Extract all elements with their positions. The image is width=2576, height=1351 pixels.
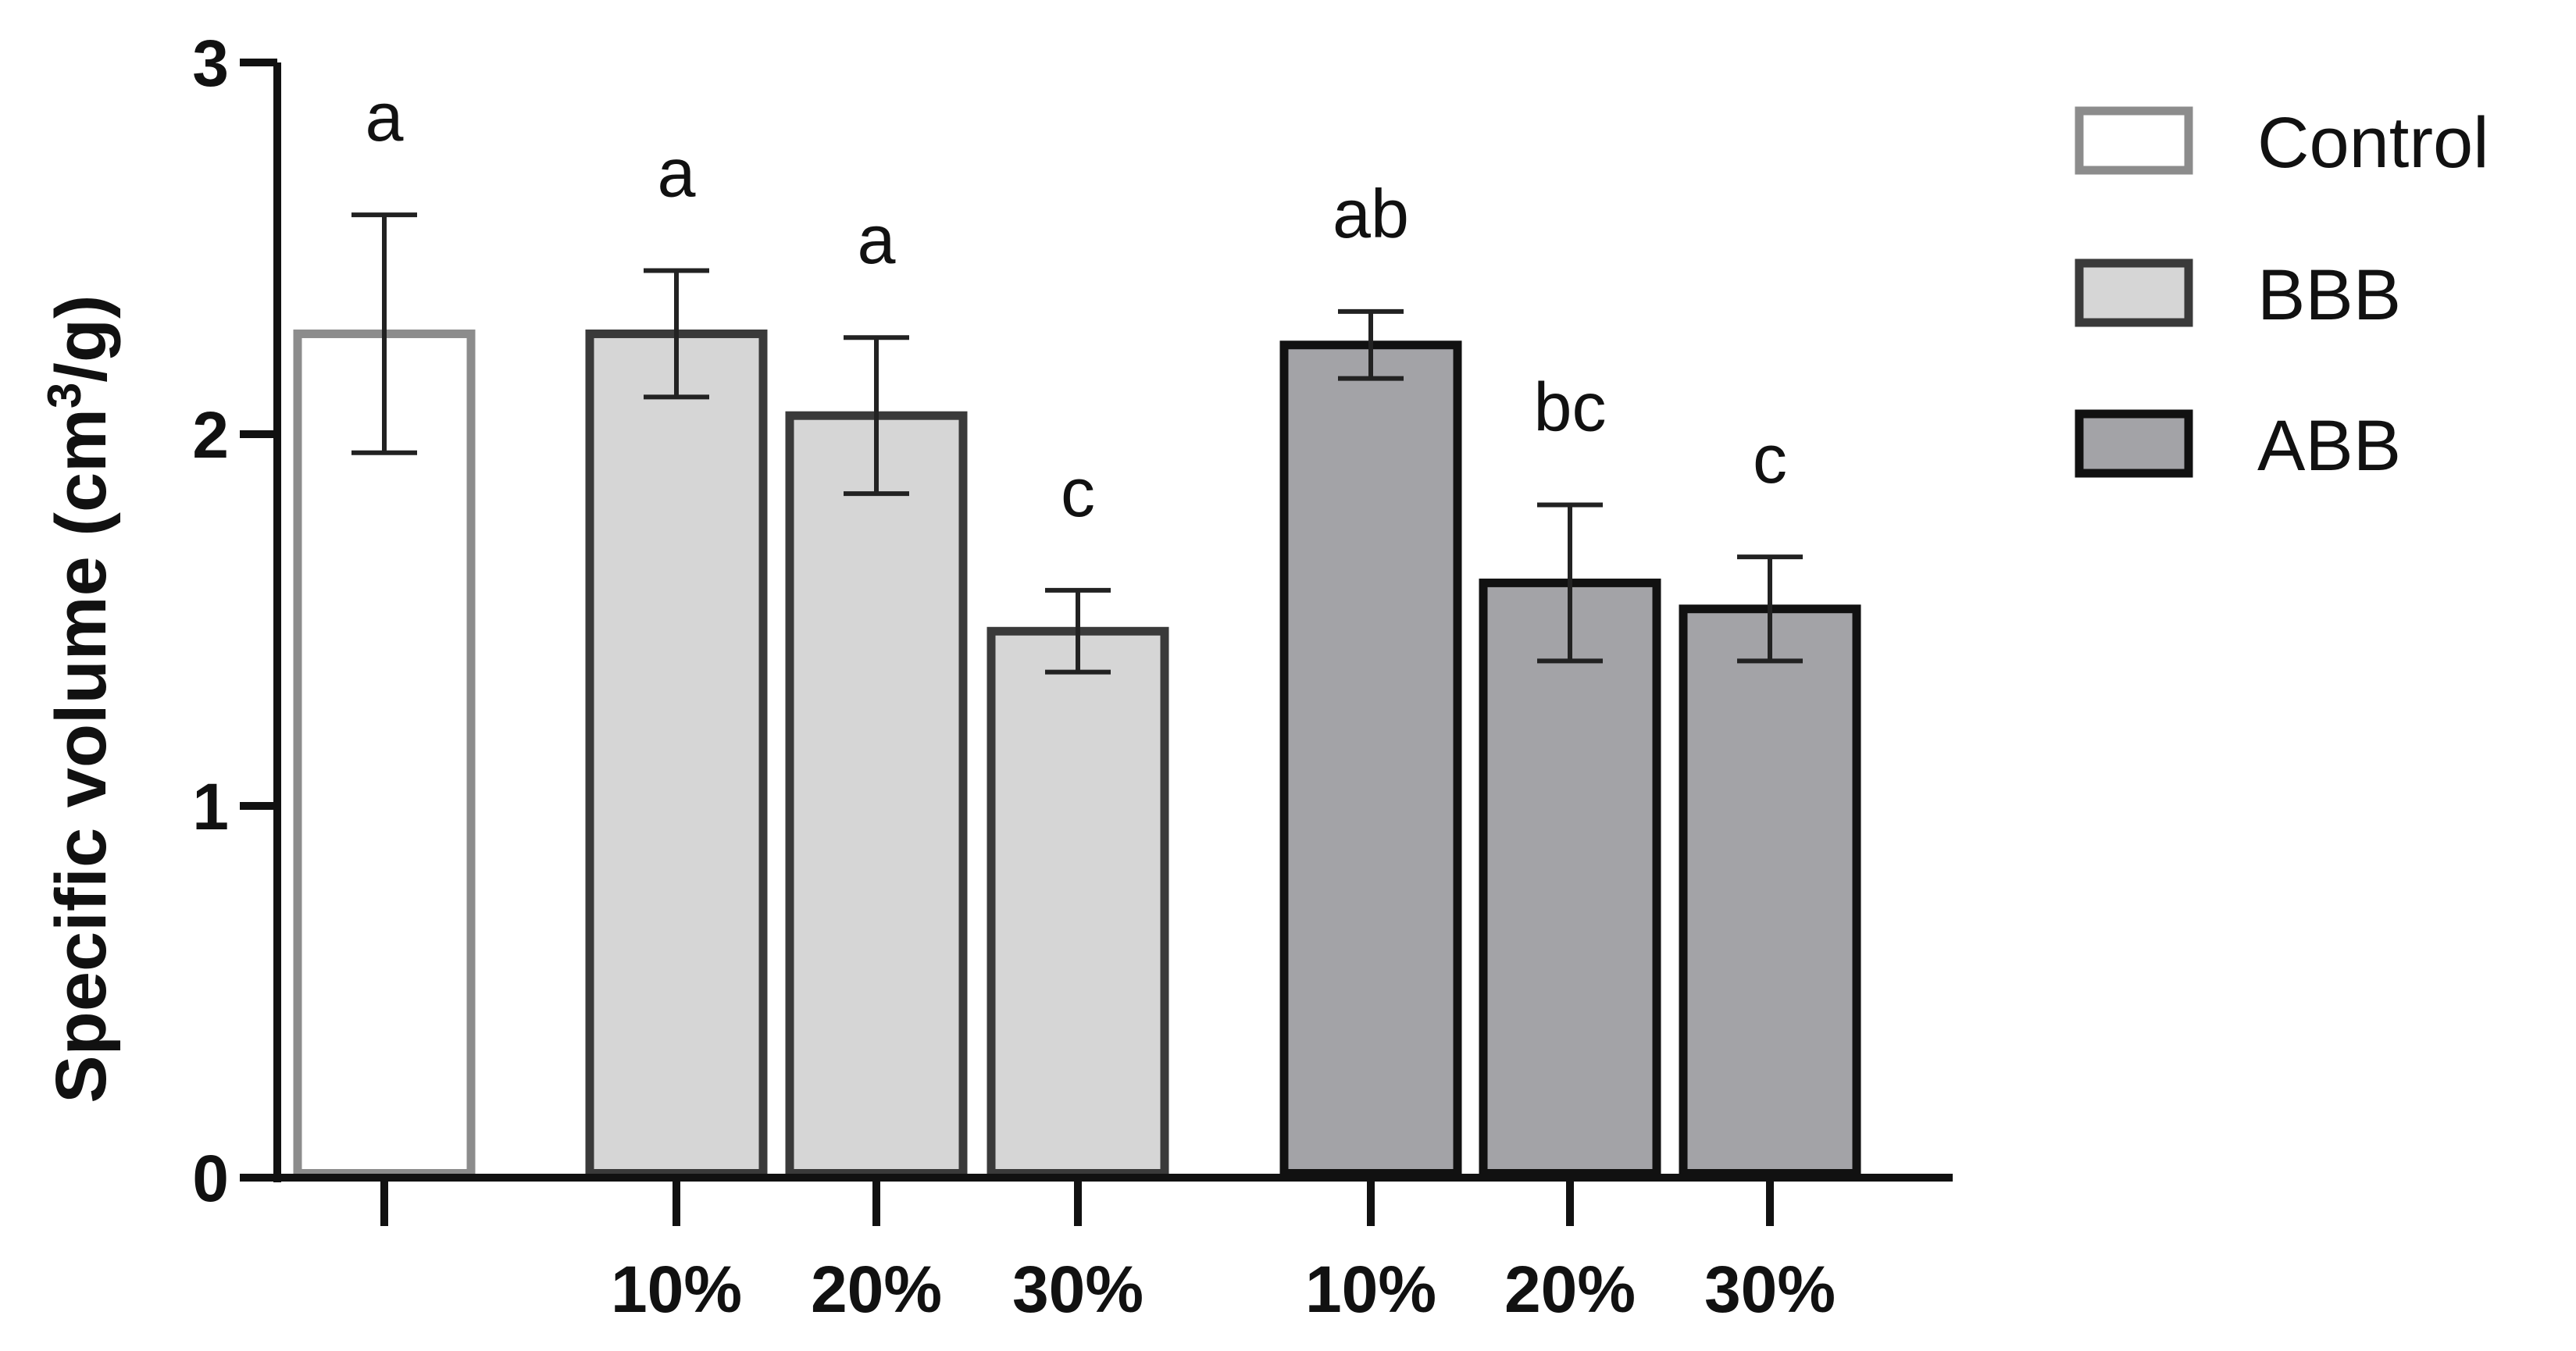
y-axis-label-prefix: Specific volume (cm (41, 408, 121, 1103)
significance-label: c (1753, 420, 1787, 497)
x-tick-label: 10% (1305, 1253, 1436, 1326)
legend: Control BBB ABB (2075, 103, 2489, 486)
legend-label: BBB (2257, 255, 2401, 335)
bar (785, 411, 968, 1178)
legend-swatch (2075, 409, 2193, 478)
y-axis-label: Specific volume (cm3/g) (38, 294, 121, 1103)
y-tick-label: 0 (192, 1142, 229, 1215)
bar (1479, 578, 1661, 1178)
x-tick-label: 30% (1704, 1253, 1836, 1326)
x-tick-label: 20% (1504, 1253, 1636, 1326)
legend-label: ABB (2257, 406, 2401, 486)
x-axis: 10% 20% 30% 10% 20% 30% (273, 1174, 1953, 1326)
bar (293, 329, 476, 1178)
significance-label: a (658, 134, 696, 212)
y-axis-label-superscript: 3 (38, 383, 91, 408)
bar (585, 329, 768, 1178)
plot-area: a a a c ab bc c (293, 78, 1861, 1178)
significance-label: ab (1333, 175, 1409, 252)
x-tick-label: 20% (811, 1253, 942, 1326)
significance-label: a (858, 201, 896, 278)
legend-swatch (2075, 258, 2193, 327)
significance-label: a (366, 78, 404, 155)
significance-label: c (1061, 454, 1095, 531)
legend-swatch (2075, 106, 2193, 175)
y-tick-label: 3 (192, 27, 229, 100)
bar (1679, 604, 1861, 1178)
y-tick-label: 2 (192, 398, 229, 472)
y-tick-label: 1 (192, 770, 229, 843)
x-tick-label: 10% (611, 1253, 742, 1326)
bar (987, 626, 1169, 1178)
bar (1279, 340, 1462, 1178)
y-axis: 0 1 2 3 (192, 27, 281, 1215)
significance-label: bc (1534, 368, 1607, 445)
x-tick-label: 30% (1012, 1253, 1144, 1326)
legend-label: Control (2257, 103, 2489, 183)
y-axis-label-suffix: /g) (41, 294, 121, 382)
